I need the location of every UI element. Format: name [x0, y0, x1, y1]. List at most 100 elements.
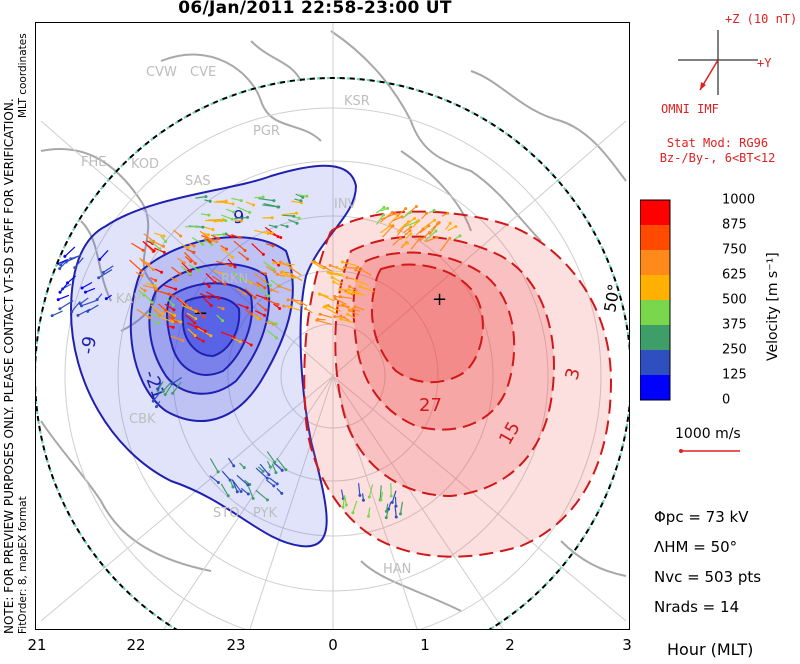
velocity-vector-origin [216, 470, 220, 474]
velocity-vector-origin [265, 498, 269, 502]
velocity-vector-origin [204, 195, 208, 199]
velocity-vector-origin [162, 244, 166, 248]
velocity-vector [349, 285, 358, 292]
velocity-vector [99, 249, 109, 260]
velocity-vector [251, 243, 264, 255]
velocity-vector-origin [248, 210, 252, 214]
velocity-vector-origin [221, 307, 225, 311]
velocity-vector-origin [164, 240, 168, 244]
velocity-vector [422, 219, 435, 229]
velocity-vector [209, 458, 219, 473]
velocity-vector-origin [170, 320, 174, 324]
xtick-0: 0 [328, 636, 338, 654]
velocity-vector-origin [267, 294, 271, 298]
velocity-vector-origin [70, 310, 74, 314]
velocity-vector-origin [292, 214, 296, 218]
velocity-vector-origin [276, 302, 280, 306]
velocity-vector [380, 212, 393, 223]
contour-label-3: 3 [562, 366, 585, 382]
velocity-vector-origin [341, 505, 345, 509]
velocity-vector-origin [173, 313, 177, 317]
velocity-vector-origin [154, 287, 158, 291]
velocity-vector [403, 221, 418, 228]
velocity-vector-origin [318, 312, 322, 316]
velocity-vector [257, 302, 267, 311]
station-label-sas: SAS [185, 174, 211, 189]
velocity-vector [167, 315, 177, 323]
velocity-vector-origin [252, 203, 256, 207]
velocity-vector [227, 258, 236, 268]
velocity-vector-origin [256, 316, 260, 320]
velocity-vector [139, 257, 150, 265]
velocity-vector [71, 300, 81, 312]
velocity-vector-origin [266, 232, 270, 236]
velocity-vector [159, 316, 173, 323]
velocity-vector-origin [297, 216, 301, 220]
velocity-vector [218, 201, 234, 205]
velocity-vector-origin [182, 261, 186, 265]
velocity-vector-origin [318, 292, 322, 296]
velocity-vector [186, 322, 197, 328]
scale-vector [679, 449, 740, 453]
velocity-vector [281, 212, 297, 216]
velocity-vector-origin [187, 246, 191, 250]
contour-label-minus-9: -9 [77, 335, 101, 356]
velocity-vector-origin [382, 213, 386, 217]
velocity-vector-origin [273, 270, 277, 274]
velocity-vector-origin [328, 263, 332, 267]
velocity-vector-origin [391, 224, 395, 228]
velocity-vector [51, 310, 63, 317]
velocity-vector [396, 225, 406, 236]
velocity-vector [163, 284, 176, 290]
velocity-vector-origin [367, 495, 371, 499]
velocity-vector [67, 275, 77, 284]
stat-lambda-hm: ΛHM = 50° [654, 538, 738, 556]
velocity-vector-origin [223, 282, 227, 286]
velocity-vector-origin [192, 244, 196, 248]
velocity-vector [178, 298, 192, 309]
velocity-vector-origin [233, 265, 237, 269]
velocity-vector-origin [398, 512, 402, 516]
velocity-vector-origin [163, 393, 167, 397]
velocity-vector-origin [246, 215, 250, 219]
velocity-vector-origin [272, 199, 276, 203]
velocity-vector [265, 265, 276, 273]
velocity-vector [231, 479, 238, 492]
station-label-fhe: FHE [81, 155, 106, 170]
velocity-vector-origin [250, 312, 254, 316]
velocity-vector-origin [203, 329, 207, 333]
velocity-vector [392, 216, 403, 222]
velocity-vector-origin [358, 493, 362, 497]
velocity-vector-origin [413, 216, 417, 220]
velocity-vector [216, 260, 231, 267]
velocity-vector [212, 275, 226, 285]
velocity-vector-origin [193, 334, 197, 338]
velocity-vector [150, 304, 163, 315]
station-label-han: HAN [383, 562, 411, 577]
velocity-vector [354, 306, 365, 311]
velocity-vector-origin [213, 280, 217, 284]
velocity-vector [164, 385, 172, 395]
velocity-vector-origin [240, 219, 244, 223]
velocity-vector [316, 319, 332, 326]
imf-y-label: +Y [757, 56, 772, 70]
velocity-vector-origin [345, 276, 349, 280]
velocity-vector-origin [267, 473, 271, 477]
contour-label-9: 9 [233, 207, 244, 228]
velocity-vector-origin [249, 343, 253, 347]
velocity-vector-origin [353, 305, 357, 309]
velocity-vector-origin [63, 254, 67, 258]
velocity-vector-origin [341, 303, 345, 307]
velocity-vector [171, 266, 181, 275]
velocity-vector-origin [347, 288, 351, 292]
velocity-vector-origin [171, 303, 175, 307]
velocity-vector [205, 273, 216, 283]
velocity-vector-origin [393, 212, 397, 216]
velocity-vector [191, 236, 203, 245]
velocity-vector-origin [141, 248, 145, 252]
velocity-vector [153, 241, 164, 247]
velocity-vector-origin [152, 249, 156, 253]
velocity-vector [143, 233, 154, 242]
velocity-vector-origin [437, 220, 441, 224]
velocity-vector-origin [104, 297, 108, 301]
